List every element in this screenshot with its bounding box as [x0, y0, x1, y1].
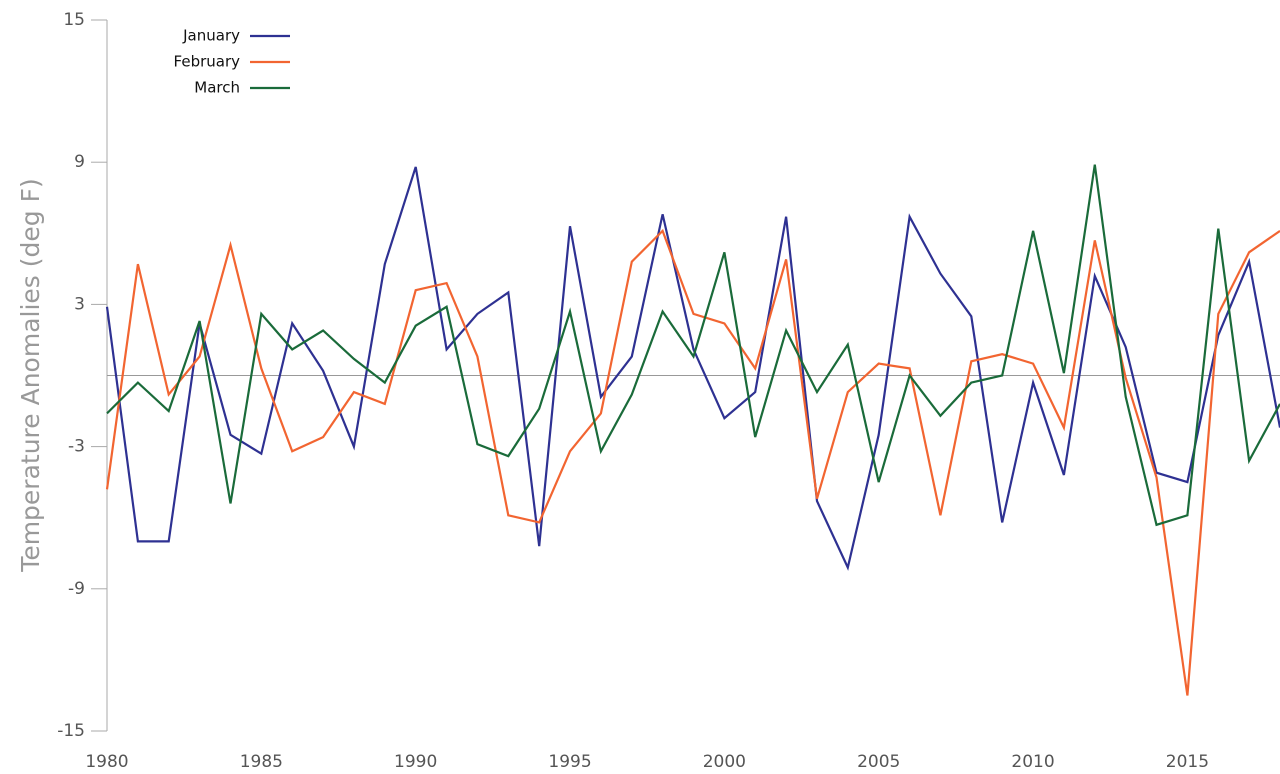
y-tick-label: -9 [68, 579, 85, 599]
x-tick-label: 2005 [857, 752, 900, 772]
series-line [106, 164, 1280, 527]
x-tick-label: 2010 [1011, 752, 1054, 772]
legend-label: January [182, 27, 240, 45]
legend-label: February [174, 53, 241, 71]
y-axis-title: Temperature Anomalies (deg F) [16, 178, 45, 572]
x-tick-label: 1990 [394, 752, 437, 772]
x-tick-label: 1980 [85, 752, 128, 772]
x-tick-label: 1995 [548, 752, 591, 772]
y-tick-label: -3 [68, 437, 85, 457]
series-line [105, 166, 1280, 571]
x-tick-label: 1985 [240, 752, 283, 772]
y-tick-label: 3 [74, 294, 85, 314]
y-tick-label: 15 [63, 10, 85, 30]
series-line [105, 228, 1280, 696]
y-tick-label: 9 [74, 152, 85, 172]
x-tick-label: 2015 [1166, 752, 1209, 772]
y-tick-label: -15 [57, 721, 85, 741]
x-tick-label: 2000 [703, 752, 746, 772]
legend-label: March [194, 79, 240, 97]
